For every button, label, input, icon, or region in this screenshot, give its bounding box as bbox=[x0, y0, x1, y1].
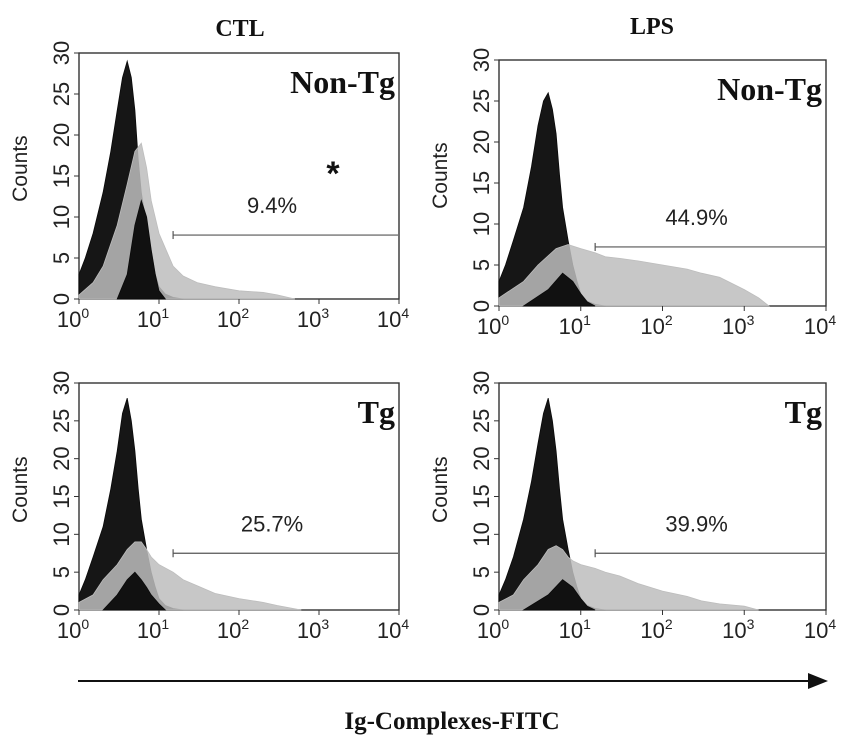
panel-lps-tg-y-tick-20: 20 bbox=[469, 446, 494, 470]
panel-lps-non-tg-y-tick-10: 10 bbox=[469, 212, 494, 236]
panel-ctl-non-tg-x-tick-1: 101 bbox=[137, 305, 169, 332]
panel-lps-tg-x-tick-2: 102 bbox=[640, 616, 672, 643]
panel-lps-non-tg-y-tick-20: 20 bbox=[469, 130, 494, 154]
panel-ctl-non-tg-x-tick-4: 104 bbox=[377, 305, 409, 332]
panel-ctl-non-tg-y-tick-15: 15 bbox=[49, 164, 74, 188]
panel-lps-non-tg-y-tick-15: 15 bbox=[469, 171, 494, 195]
column-title-lps: LPS bbox=[630, 14, 674, 40]
panel-lps-tg-y-tick-5: 5 bbox=[469, 566, 494, 578]
panel-ctl-non-tg-y-tick-5: 5 bbox=[49, 252, 74, 264]
panel-ctl-non-tg-y-tick-10: 10 bbox=[49, 205, 74, 229]
x-axis-arrow-head bbox=[808, 673, 828, 689]
panel-ctl-tg-group-label: Tg bbox=[358, 394, 395, 430]
panel-ctl-non-tg-y-tick-0: 0 bbox=[49, 293, 74, 305]
panel-lps-tg-x-tick-3: 103 bbox=[722, 616, 754, 643]
panel-lps-non-tg-group-label: Non-Tg bbox=[717, 71, 822, 107]
panel-lps-tg-y-tick-15: 15 bbox=[469, 484, 494, 508]
panel-ctl-tg-y-tick-30: 30 bbox=[49, 371, 74, 395]
panel-ctl-non-tg-x-tick-3: 103 bbox=[297, 305, 329, 332]
panel-lps-non-tg-x-tick-0: 100 bbox=[477, 312, 509, 339]
panel-lps-non-tg-y-tick-25: 25 bbox=[469, 89, 494, 113]
panel-ctl-tg: 25.7% Tg 0 5 10 15 20 25 30 Counts 100 101 102 103 104 bbox=[9, 371, 409, 643]
panel-lps-non-tg-y-axis-label: Counts bbox=[429, 142, 452, 209]
panel-ctl-tg-x-tick-1: 101 bbox=[137, 616, 169, 643]
panel-lps-tg-y-tick-10: 10 bbox=[469, 522, 494, 546]
panel-ctl-non-tg: 9.4% Non-Tg 0 5 10 15 20 25 30 Counts 100 101 102 103… bbox=[9, 41, 409, 332]
x-axis-label: Ig-Complexes-FITC bbox=[344, 708, 559, 735]
panel-ctl-tg-x-tick-0: 100 bbox=[57, 616, 89, 643]
panel-ctl-tg-x-tick-2: 102 bbox=[217, 616, 249, 643]
panel-ctl-non-tg-x-tick-0: 100 bbox=[57, 305, 89, 332]
panel-ctl-tg-y-tick-20: 20 bbox=[49, 446, 74, 470]
panel-ctl-non-tg-y-tick-30: 30 bbox=[49, 41, 74, 65]
panel-ctl-tg-y-tick-5: 5 bbox=[49, 566, 74, 578]
panel-lps-tg-gate-percent: 39.9% bbox=[665, 511, 727, 536]
panel-ctl-non-tg-gate-percent: 9.4% bbox=[247, 193, 297, 218]
panel-ctl-tg-y-tick-10: 10 bbox=[49, 522, 74, 546]
panel-lps-tg-y-tick-0: 0 bbox=[469, 604, 494, 616]
panel-lps-non-tg-y-tick-30: 30 bbox=[469, 48, 494, 72]
panel-lps-non-tg-gate-percent: 44.9% bbox=[665, 205, 727, 230]
panel-lps-non-tg: 44.9% Non-Tg 0 5 10 15 20 25 30 Counts 100 101 102 10… bbox=[429, 48, 836, 339]
panel-ctl-non-tg-group-label: Non-Tg bbox=[290, 64, 395, 100]
panel-ctl-non-tg-x-tick-2: 102 bbox=[217, 305, 249, 332]
panel-ctl-tg-y-axis-label: Counts bbox=[9, 456, 32, 523]
panel-ctl-tg-y-tick-25: 25 bbox=[49, 409, 74, 433]
panel-ctl-tg-x-tick-3: 103 bbox=[297, 616, 329, 643]
panel-lps-non-tg-y-tick-0: 0 bbox=[469, 300, 494, 312]
panel-lps-tg-x-tick-1: 101 bbox=[559, 616, 591, 643]
panel-ctl-tg-y-tick-0: 0 bbox=[49, 604, 74, 616]
panel-lps-non-tg-series-2 bbox=[522, 272, 596, 307]
panel-ctl-tg-series-2 bbox=[102, 571, 167, 611]
panel-lps-tg-y-axis-label: Counts bbox=[429, 456, 452, 523]
panel-lps-non-tg-y-tick-5: 5 bbox=[469, 259, 494, 271]
panel-ctl-non-tg-y-tick-20: 20 bbox=[49, 123, 74, 147]
column-title-ctl: CTL bbox=[215, 16, 264, 42]
panel-lps-non-tg-x-tick-4: 104 bbox=[804, 312, 836, 339]
panel-ctl-non-tg-y-axis-label: Counts bbox=[9, 135, 32, 202]
panel-lps-non-tg-x-tick-1: 101 bbox=[559, 312, 591, 339]
panel-lps-tg: 39.9% Tg 0 5 10 15 20 25 30 Counts 100 101 102 103 104 bbox=[429, 371, 836, 643]
panel-lps-tg-x-tick-4: 104 bbox=[804, 616, 836, 643]
panel-lps-tg-y-tick-25: 25 bbox=[469, 409, 494, 433]
panel-ctl-non-tg-series-2 bbox=[116, 199, 167, 300]
significance-annotation: * bbox=[326, 155, 340, 193]
panel-lps-tg-group-label: Tg bbox=[785, 394, 822, 430]
panel-ctl-non-tg-y-tick-25: 25 bbox=[49, 82, 74, 106]
panel-ctl-tg-y-tick-15: 15 bbox=[49, 484, 74, 508]
panel-lps-tg-x-tick-0: 100 bbox=[477, 616, 509, 643]
panel-lps-non-tg-x-tick-3: 103 bbox=[722, 312, 754, 339]
panel-ctl-tg-x-tick-4: 104 bbox=[377, 616, 409, 643]
panel-lps-tg-series-2 bbox=[522, 579, 596, 611]
panel-ctl-tg-gate-percent: 25.7% bbox=[241, 511, 303, 536]
panel-lps-tg-y-tick-30: 30 bbox=[469, 371, 494, 395]
panel-lps-non-tg-x-tick-2: 102 bbox=[640, 312, 672, 339]
